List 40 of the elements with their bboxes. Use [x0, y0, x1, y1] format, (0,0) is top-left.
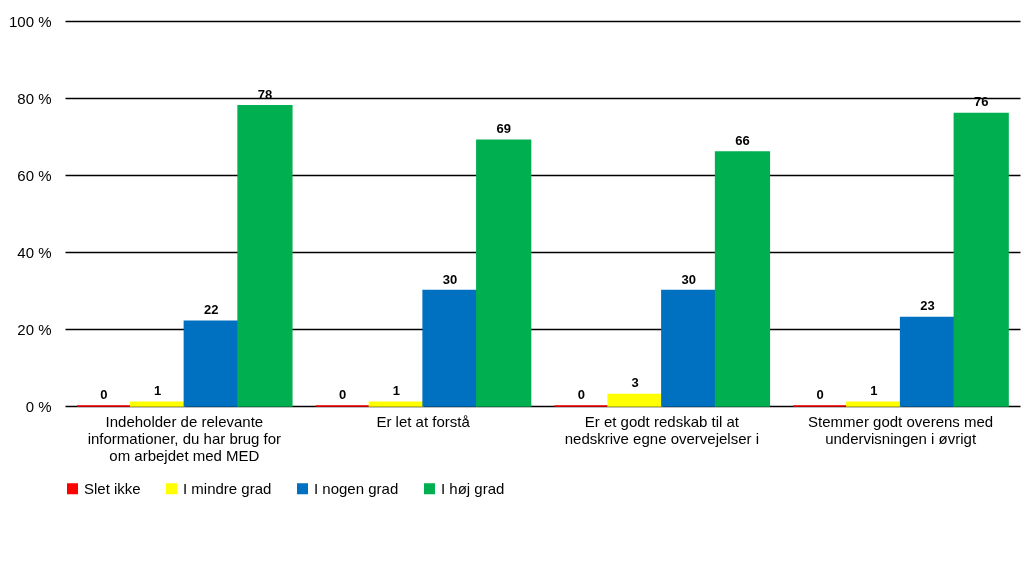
- bar: [422, 289, 478, 407]
- data-label: 0: [100, 387, 108, 402]
- y-tick-label: 40 %: [17, 243, 52, 261]
- x-tick-label: Er et godt redskab til at nedskrive egne overvejelser i: [564, 412, 760, 447]
- data-label: 66: [735, 132, 750, 148]
- bar: [661, 289, 717, 407]
- y-tick-label: 0 %: [25, 397, 52, 415]
- data-label: 69: [496, 121, 511, 137]
- y-tick-label: 20 %: [17, 320, 52, 338]
- bar: [183, 320, 239, 407]
- legend-label: Slet ikke: [84, 479, 141, 497]
- bar: [237, 104, 293, 407]
- bar: [953, 112, 1009, 407]
- bar: [846, 401, 902, 407]
- bar: [368, 401, 424, 407]
- legend-label: I mindre grad: [183, 479, 272, 497]
- data-label: 0: [577, 387, 585, 402]
- x-tick-label: Er let at forstå: [376, 412, 471, 430]
- bar: [476, 139, 532, 407]
- legend-label: I nogen grad: [314, 479, 399, 497]
- y-tick-label: 80 %: [17, 89, 52, 107]
- x-tick-label: Indeholder de relevante informationer, du har brug for om arbejdet med MED: [87, 412, 282, 464]
- y-tick-label: 100 %: [8, 12, 52, 30]
- bar: [607, 393, 663, 407]
- bar: [129, 401, 186, 407]
- legend-label: I høj grad: [441, 479, 505, 497]
- data-label: 1: [870, 383, 878, 399]
- y-tick-label: 60 %: [17, 166, 52, 184]
- data-label: 30: [681, 271, 696, 287]
- data-label: 0: [338, 387, 347, 402]
- bar: [899, 316, 956, 407]
- data-label: 3: [631, 375, 639, 391]
- data-label: 30: [442, 271, 458, 287]
- data-label: 22: [204, 302, 219, 318]
- x-tick-label: Stemmer godt overens med undervisningen i øvrigt: [808, 412, 994, 447]
- data-label: 1: [392, 383, 400, 399]
- data-label: 23: [920, 298, 935, 314]
- bar: [714, 151, 771, 407]
- data-label: 0: [816, 387, 824, 402]
- data-label: 1: [153, 383, 162, 399]
